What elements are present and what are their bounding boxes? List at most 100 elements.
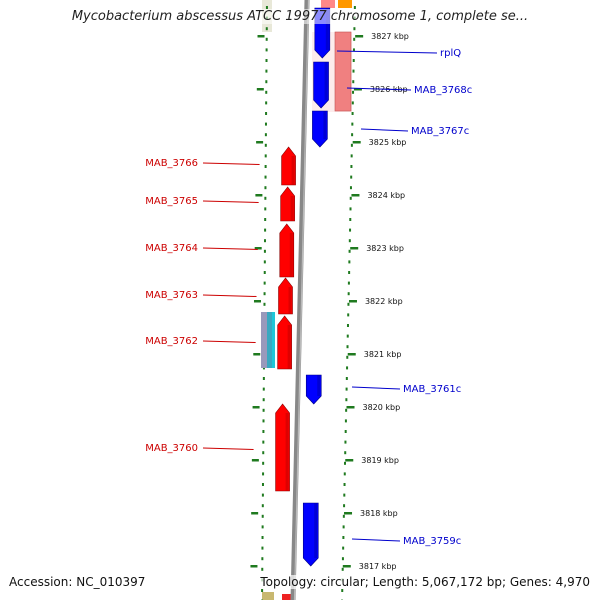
- inner-ruler-dot: [265, 165, 267, 168]
- inner-tick-mark: [253, 406, 260, 409]
- tick-label: 3817 kbp: [359, 562, 397, 571]
- forward-gene-label: MAB_3762: [145, 336, 198, 347]
- inner-ruler-dot: [263, 409, 265, 412]
- inner-ruler-dot: [265, 154, 267, 157]
- rplq-feature: [335, 32, 351, 111]
- outer-ruler-dot: [347, 335, 349, 338]
- inner-ruler-dot: [262, 536, 264, 539]
- forward-gene-arrow-shade: [290, 233, 293, 277]
- forward-gene-arrow-shade: [292, 156, 295, 185]
- forward-gene-label: MAB_3766: [145, 158, 198, 169]
- outer-ruler-dot: [349, 250, 351, 253]
- outer-ruler-dot: [342, 568, 344, 571]
- outer-ruler-dot: [345, 430, 347, 433]
- outer-ruler-dot: [345, 409, 347, 412]
- outer-ruler-dot: [352, 70, 354, 73]
- outer-ruler-dot: [350, 197, 352, 200]
- inner-ruler-dot: [265, 80, 267, 83]
- outer-ruler-dot: [349, 229, 351, 232]
- outer-ruler-dot: [343, 525, 345, 528]
- outer-ruler-dot: [344, 472, 346, 475]
- forward-gene-leader: [203, 341, 256, 343]
- outer-ruler-dot: [347, 324, 349, 327]
- reverse-gene-arrow-shade: [325, 62, 328, 100]
- forward-gene-label: MAB_3765: [145, 196, 198, 207]
- inner-ruler-dot: [265, 70, 267, 73]
- forward-gene-label: MAB_3763: [145, 290, 198, 301]
- inner-ruler-dot: [261, 547, 263, 550]
- misc-feature-grey: [261, 312, 267, 368]
- outer-ruler-dot: [345, 398, 347, 401]
- forward-gene-arrow-shade: [288, 325, 291, 369]
- reverse-gene-label: MAB_3768c: [414, 85, 472, 96]
- inner-ruler-dot: [262, 525, 264, 528]
- tick-label: 3819 kbp: [361, 456, 399, 465]
- outer-ruler-dot: [346, 388, 348, 391]
- tick-mark: [347, 406, 355, 409]
- tick-label: 3822 kbp: [365, 297, 403, 306]
- inner-ruler-dot: [264, 207, 266, 210]
- inner-ruler-dot: [262, 462, 264, 465]
- inner-ruler-dot: [266, 59, 268, 62]
- tick-mark: [349, 300, 357, 303]
- inner-ruler-dot: [265, 123, 267, 126]
- tick-mark: [343, 565, 351, 568]
- forward-gene-leader: [203, 163, 260, 165]
- outer-ruler-dot: [350, 186, 352, 189]
- inner-tick-mark: [257, 88, 264, 91]
- outer-ruler-dot: [351, 123, 353, 126]
- inner-ruler-dot: [265, 91, 267, 94]
- inner-ruler-dot: [262, 494, 264, 497]
- map-title: Mycobacterium abscessus ATCC 19977 chrom…: [0, 9, 600, 24]
- reverse-gene-leader: [352, 539, 400, 541]
- outer-ruler-dot: [351, 144, 353, 147]
- outer-ruler-dot: [343, 494, 345, 497]
- outer-ruler-dot: [353, 38, 355, 41]
- tick-mark: [344, 512, 352, 515]
- forward-gene-arrow-shade: [289, 287, 292, 314]
- tick-mark: [348, 353, 356, 356]
- outer-ruler-dot: [342, 547, 344, 550]
- inner-tick-mark: [258, 35, 265, 38]
- outer-ruler-dot: [342, 536, 344, 539]
- tick-mark: [345, 459, 353, 462]
- outer-ruler-dot: [349, 218, 351, 221]
- inner-ruler-dot: [261, 589, 263, 592]
- inner-tick-mark: [253, 353, 260, 356]
- inner-ruler-dot: [264, 250, 266, 253]
- inner-ruler-dot: [262, 441, 264, 444]
- inner-ruler-dot: [263, 419, 265, 422]
- forward-gene-arrow-shade: [286, 413, 289, 491]
- inner-ruler-dot: [262, 451, 264, 454]
- outer-ruler-dot: [353, 27, 355, 30]
- inner-ruler-dot: [261, 568, 263, 571]
- inner-ruler-dot: [263, 388, 265, 391]
- reverse-gene-arrow-shade: [323, 111, 326, 139]
- reverse-gene-label: MAB_3767c: [411, 126, 469, 137]
- inner-ruler-dot: [262, 504, 264, 507]
- reverse-gene-label: MAB_3759c: [403, 536, 461, 547]
- outer-ruler-dot: [348, 260, 350, 263]
- tick-label: 3824 kbp: [367, 191, 405, 200]
- outer-ruler-dot: [350, 207, 352, 210]
- inner-ruler-dot: [261, 557, 263, 560]
- forward-gene-leader: [203, 201, 259, 203]
- reverse-gene-leader: [352, 387, 400, 389]
- inner-ruler-dot: [262, 430, 264, 433]
- outer-ruler-dot: [347, 303, 349, 306]
- inner-ruler-dot: [264, 239, 266, 242]
- outer-ruler-dot: [342, 557, 344, 560]
- tick-mark: [353, 141, 361, 144]
- inner-tick-mark: [254, 300, 261, 303]
- inner-tick-mark: [250, 565, 257, 568]
- misc-feature-cyan: [267, 312, 272, 368]
- inner-ruler-dot: [264, 197, 266, 200]
- outer-ruler-dot: [352, 80, 354, 83]
- inner-ruler-dot: [264, 260, 266, 263]
- outer-ruler-dot: [344, 451, 346, 454]
- outer-ruler-dot: [351, 133, 353, 136]
- outer-ruler-dot: [347, 313, 349, 316]
- outer-ruler-dot: [346, 377, 348, 380]
- inner-ruler-dot: [264, 282, 266, 285]
- outer-ruler-dot: [347, 345, 349, 348]
